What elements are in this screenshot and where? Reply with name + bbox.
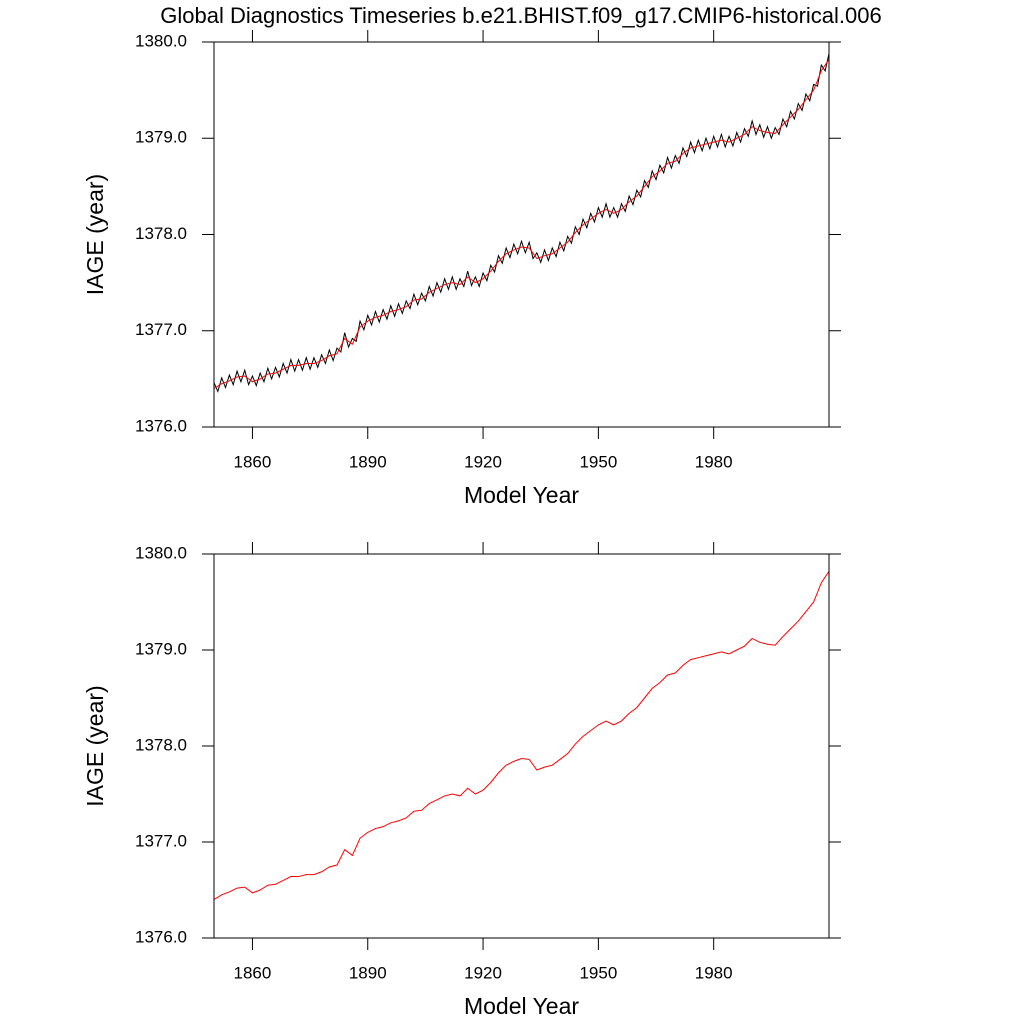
series-line [213,53,830,393]
x-tick-label: 1920 [464,452,502,471]
x-axis-label: Model Year [464,482,579,508]
y-tick-label: 1376.0 [135,927,187,946]
x-tick-label: 1890 [349,963,387,982]
y-tick-label: 1376.0 [135,416,187,435]
x-axis-label: Model Year [464,993,579,1019]
y-axis-label: IAGE (year) [82,685,108,806]
y-axis-label: IAGE (year) [82,174,108,295]
x-tick-label: 1980 [695,963,733,982]
y-tick-label: 1379.0 [135,639,187,658]
series-line [213,59,830,389]
x-tick-label: 1860 [234,452,272,471]
y-tick-label: 1380.0 [135,31,187,50]
y-tick-label: 1380.0 [135,543,187,562]
x-tick-label: 1950 [579,452,617,471]
series-line [213,571,830,901]
y-tick-label: 1377.0 [135,320,187,339]
figure-title: Global Diagnostics Timeseries b.e21.BHIS… [160,3,881,28]
y-tick-label: 1378.0 [135,735,187,754]
x-tick-label: 1920 [464,963,502,982]
x-tick-label: 1860 [234,963,272,982]
y-tick-label: 1377.0 [135,831,187,850]
x-tick-label: 1980 [695,452,733,471]
x-tick-label: 1890 [349,452,387,471]
y-tick-label: 1378.0 [135,224,187,243]
x-tick-label: 1950 [579,963,617,982]
y-tick-label: 1379.0 [135,128,187,147]
